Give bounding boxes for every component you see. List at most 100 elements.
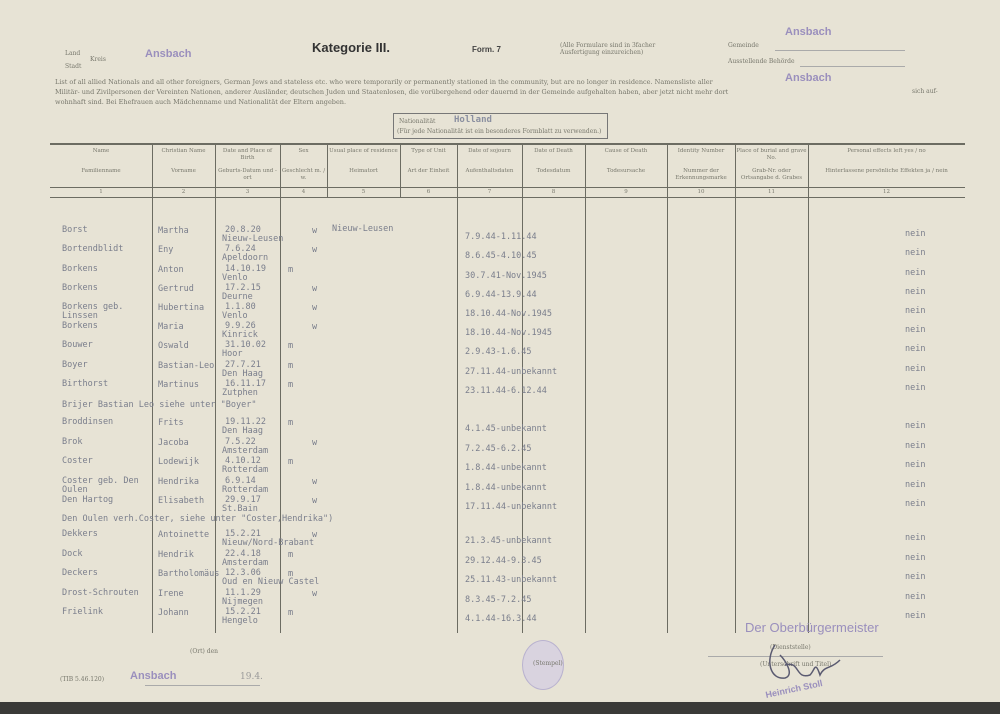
christian-name: Johann xyxy=(158,608,189,618)
sojourn-dates: 25.11.43-unbekannt xyxy=(465,575,558,585)
column-header-en: Cause of Death xyxy=(604,148,648,154)
personal-effects: nein xyxy=(905,287,926,297)
column-number: 7 xyxy=(487,189,492,195)
gemeinde-label: Gemeinde xyxy=(728,42,759,49)
personal-effects: nein xyxy=(905,325,926,335)
intro-tail: sich auf- xyxy=(912,88,938,95)
birth-place: Nijmegen xyxy=(222,597,263,607)
kreis-label: Kreis xyxy=(90,56,106,63)
birth-date: 29.9.17 xyxy=(225,495,261,505)
christian-name: Jacoba xyxy=(158,438,189,448)
nationality-note: (Für jede Nationalität ist ein besondere… xyxy=(397,128,602,135)
cross-reference-note: Brijer Bastian Leo siehe unter "Boyer" xyxy=(62,400,257,410)
personal-effects: nein xyxy=(905,592,926,602)
table-top-rule xyxy=(50,143,965,145)
birth-date: 15.2.21 xyxy=(225,607,261,617)
birth-place: Nieuw/Nord-Brabant xyxy=(222,538,315,548)
family-name: Broddinsen xyxy=(62,417,114,427)
column-divider xyxy=(215,143,216,633)
column-header-de: Nummer der Erkennungsmarke xyxy=(675,168,727,181)
sojourn-dates: 8.6.45-4.10.45 xyxy=(465,251,537,261)
official-seal xyxy=(522,640,564,690)
sex: m xyxy=(288,457,294,467)
christian-name: Maria xyxy=(158,322,184,332)
christian-name: Frits xyxy=(158,418,184,428)
column-number: 4 xyxy=(301,189,306,195)
nationality-label: Nationalität xyxy=(399,118,436,125)
column-divider xyxy=(280,143,281,633)
sojourn-dates: 1.8.44-unbekannt xyxy=(465,463,547,473)
column-divider xyxy=(522,143,523,633)
birth-date: 16.11.17 xyxy=(225,379,266,389)
column-divider xyxy=(585,143,586,633)
family-name: Dock xyxy=(62,549,83,559)
sex: w xyxy=(312,245,318,255)
column-header-de: Heimatort xyxy=(349,168,378,174)
birth-date: 20.8.20 xyxy=(225,225,261,235)
family-name: Drost-Schrouten xyxy=(62,588,139,598)
christian-name: Irene xyxy=(158,589,184,599)
sex: w xyxy=(312,322,318,332)
copies-note: (Alle Formulare sind in 3facher Ausferti… xyxy=(560,42,656,56)
column-header-en: Christian Name xyxy=(161,148,206,154)
column-header-de: Todesursache xyxy=(606,168,646,174)
sex: w xyxy=(312,496,318,506)
birth-date: 27.7.21 xyxy=(225,360,261,370)
sex: w xyxy=(312,589,318,599)
sojourn-dates: 18.10.44-Nov.1945 xyxy=(465,309,552,319)
christian-name: Antoinette xyxy=(158,530,210,540)
family-name: Dekkers xyxy=(62,529,98,539)
personal-effects: nein xyxy=(905,229,926,239)
personal-effects: nein xyxy=(905,533,926,543)
birth-date: 1.1.80 xyxy=(225,302,256,312)
stadt-label: Stadt xyxy=(65,63,82,70)
family-name: Borst xyxy=(62,225,88,235)
sojourn-dates: 4.1.45-unbekannt xyxy=(465,424,547,434)
residence: Nieuw-Leusen xyxy=(332,224,394,234)
birth-date: 22.4.18 xyxy=(225,549,261,559)
birth-place: Deurne xyxy=(222,292,253,302)
sex: m xyxy=(288,265,294,275)
birth-date: 19.11.22 xyxy=(225,417,266,427)
christian-name: Hendrik xyxy=(158,550,194,560)
birth-place: Hengelo xyxy=(222,616,258,626)
column-number: 6 xyxy=(426,189,431,195)
family-name: Brok xyxy=(62,437,83,447)
column-number: 12 xyxy=(883,189,890,195)
column-number: 11 xyxy=(768,189,775,195)
personal-effects: nein xyxy=(905,248,926,258)
personal-effects: nein xyxy=(905,460,926,470)
sex: w xyxy=(312,303,318,313)
sex: m xyxy=(288,569,294,579)
nationality-box: Nationalität Holland (Für jede Nationali… xyxy=(393,113,608,139)
sex: w xyxy=(312,226,318,236)
column-header-en: Date of sojourn xyxy=(468,148,511,154)
birth-place: Den Haag xyxy=(222,369,263,379)
christian-name: Anton xyxy=(158,265,184,275)
birth-date: 7.5.22 xyxy=(225,437,256,447)
christian-name: Oswald xyxy=(158,341,189,351)
column-number: 9 xyxy=(624,189,628,195)
birth-place: Rotterdam xyxy=(222,485,269,495)
personal-effects: nein xyxy=(905,364,926,374)
personal-effects: nein xyxy=(905,572,926,582)
birth-date: 14.10.19 xyxy=(225,264,266,274)
column-header-en: Sex xyxy=(298,148,309,154)
column-header-en: Identity Number xyxy=(677,148,725,154)
birth-place: Apeldoorn xyxy=(222,253,269,263)
family-name: Den Hartog xyxy=(62,495,114,505)
date: 19.4. xyxy=(240,672,263,682)
family-name: Bouwer xyxy=(62,340,93,350)
family-name: Deckers xyxy=(62,568,98,578)
birth-place: Den Haag xyxy=(222,426,263,436)
birth-place: Venlo xyxy=(222,273,248,283)
seal-label: (Stempel) xyxy=(533,660,563,667)
column-divider xyxy=(667,143,668,633)
sojourn-dates: 1.8.44-unbekannt xyxy=(465,483,547,493)
form-number: Form. 7 xyxy=(472,45,501,54)
column-divider xyxy=(400,143,401,198)
birth-date: 15.2.21 xyxy=(225,529,261,539)
christian-name: Hendrika xyxy=(158,477,199,487)
sex: w xyxy=(312,530,318,540)
christian-name: Eny xyxy=(158,245,174,255)
